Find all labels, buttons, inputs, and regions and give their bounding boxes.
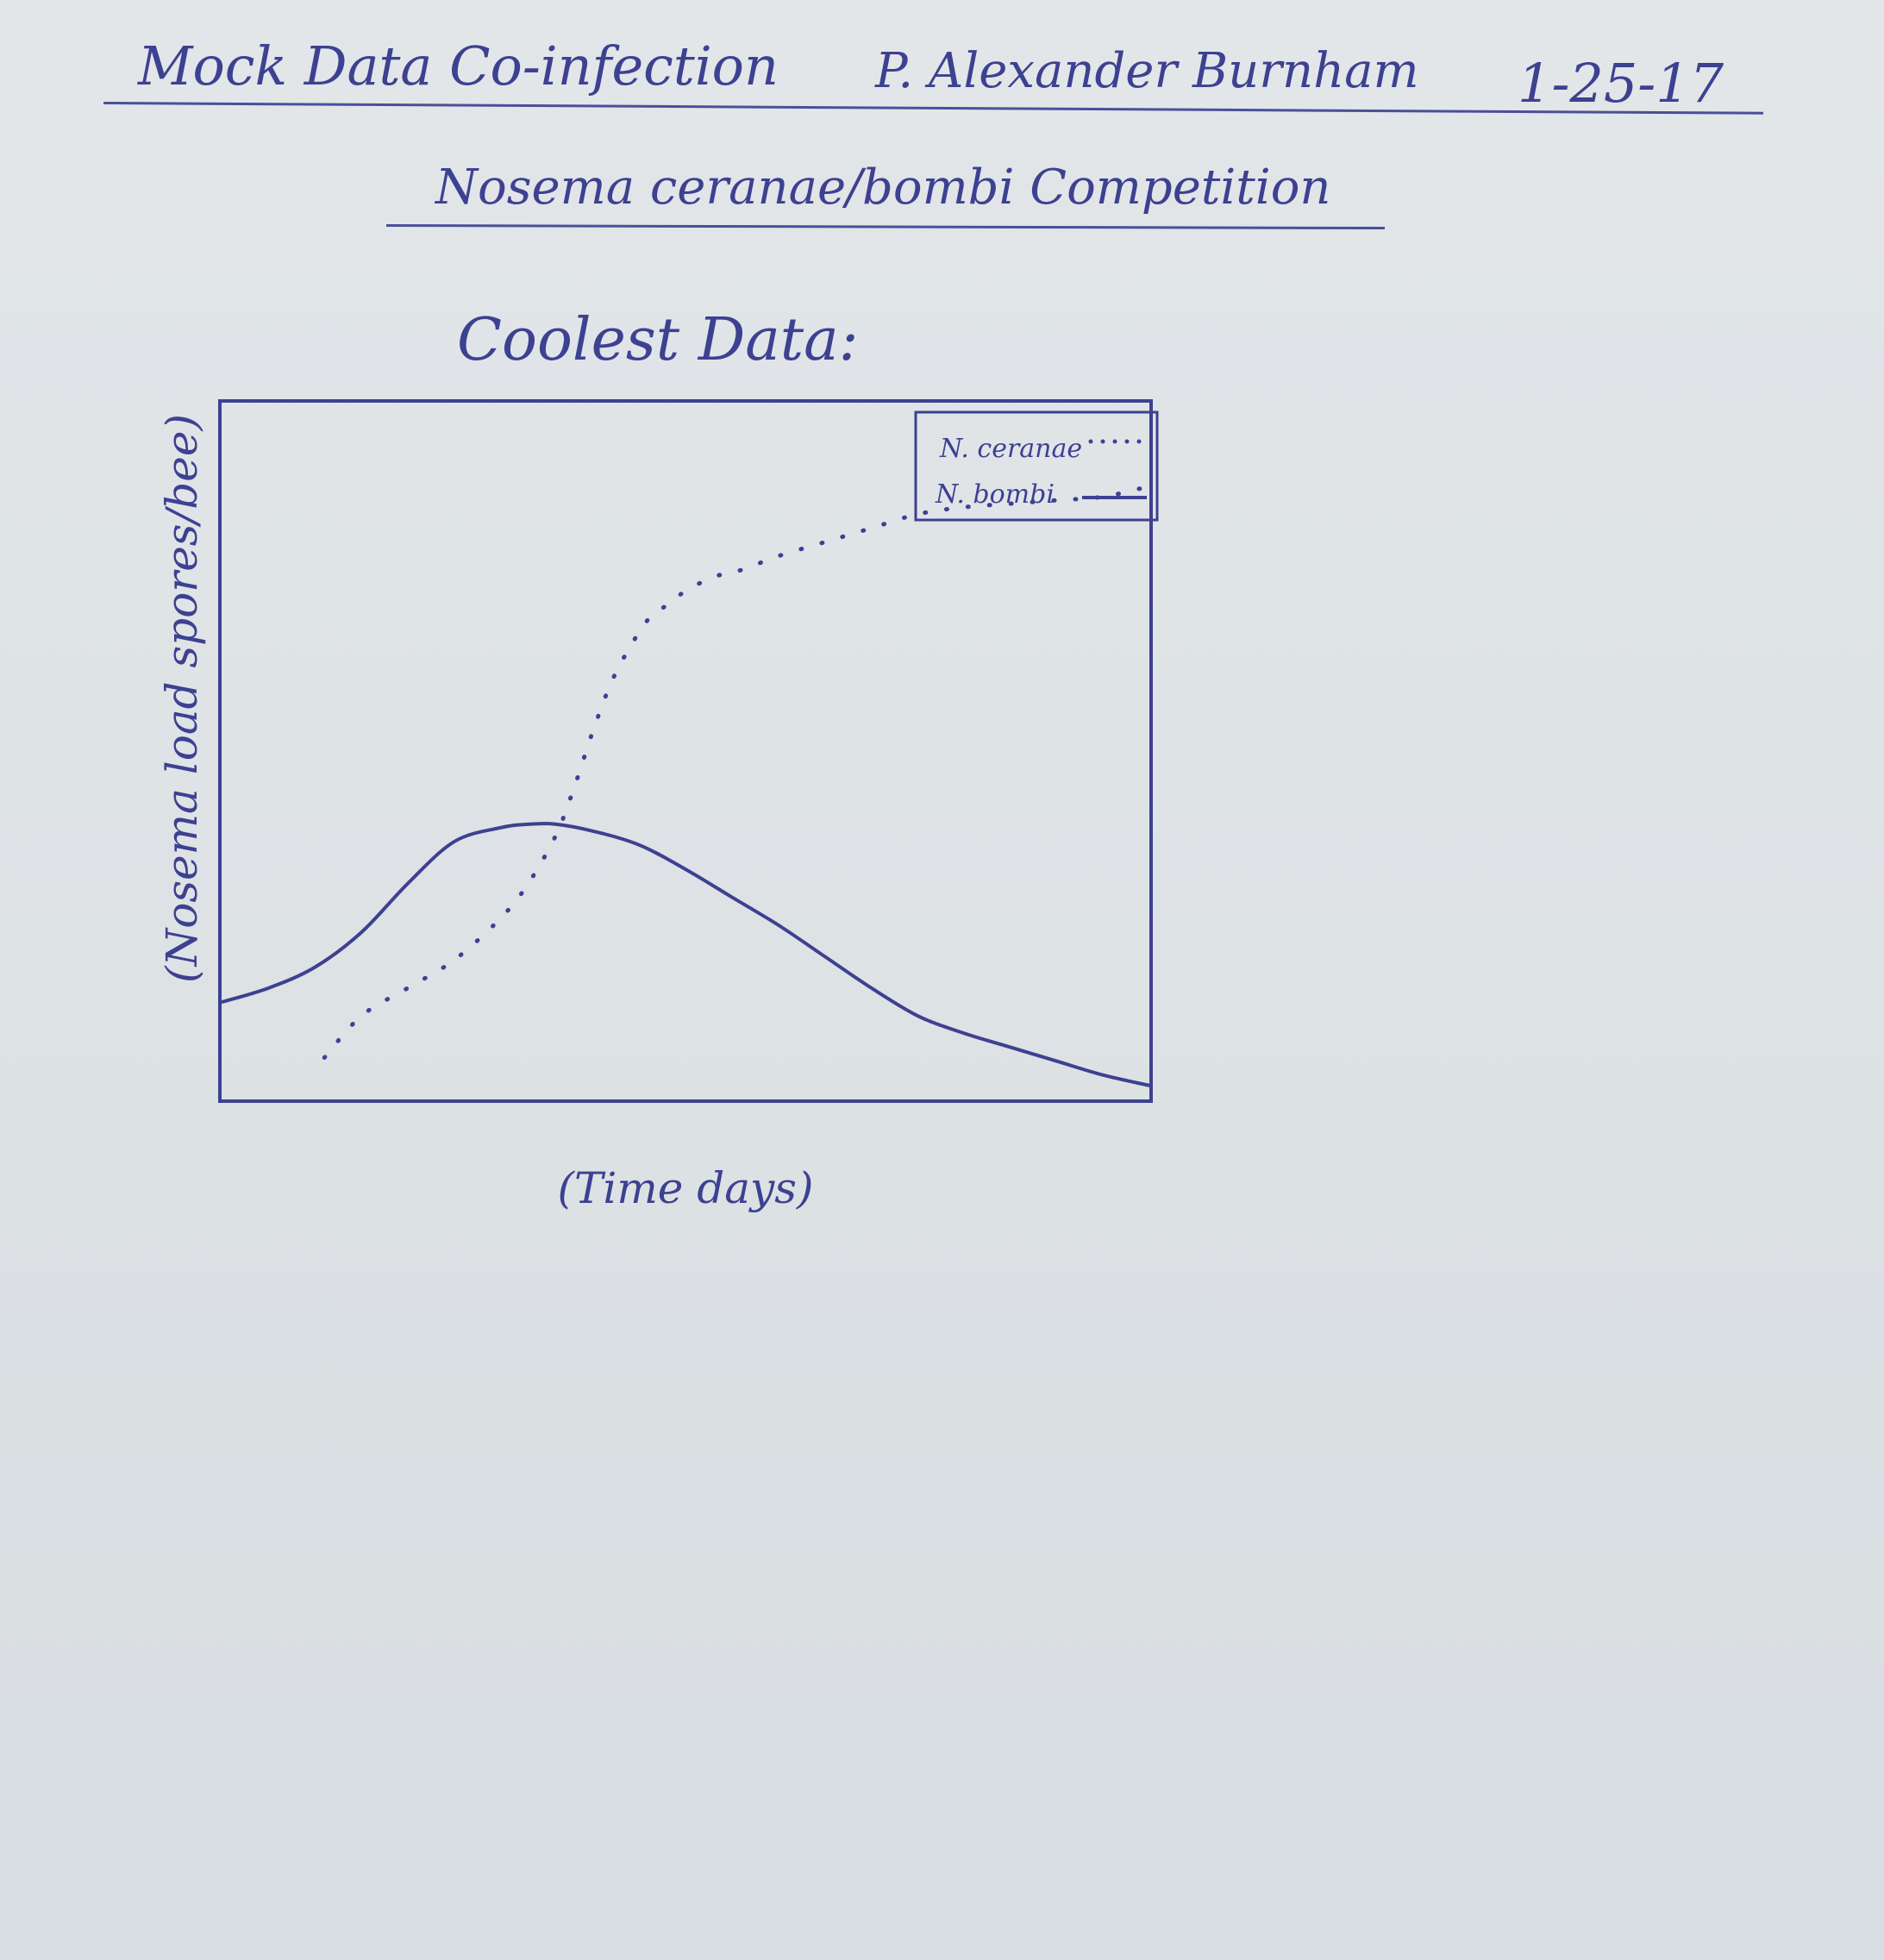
series-line-1: [221, 822, 1151, 1087]
section-title: Coolest Data:: [457, 306, 859, 374]
legend-dot: [1124, 439, 1130, 444]
legend-dot: [1136, 439, 1142, 444]
subtitle: Nosema ceranae/bombi Competition: [435, 160, 1331, 216]
header-date: 1-25-17: [1518, 52, 1724, 115]
header-title: Mock Data Co-infection: [138, 34, 779, 97]
legend-box: [914, 410, 1159, 522]
series-line-0: [322, 484, 1152, 1061]
legend-swatch-series-0: [1088, 439, 1142, 444]
legend-dot: [1088, 439, 1093, 444]
series-layer: [221, 484, 1152, 1087]
legend-dot: [1112, 439, 1117, 444]
x-axis-label: (Time days): [558, 1163, 814, 1213]
legend: N. ceranae N. bombi: [914, 410, 1159, 522]
plot-frame: [218, 399, 1153, 1103]
header-author: P. Alexander Burnham: [875, 43, 1419, 99]
y-axis-label: (Nosema load spores/bee): [157, 414, 207, 983]
legend-label-series-1: N. bombi: [935, 479, 1055, 510]
legend-dot: [1100, 439, 1105, 444]
legend-label-series-0: N. ceranae: [939, 434, 1082, 464]
